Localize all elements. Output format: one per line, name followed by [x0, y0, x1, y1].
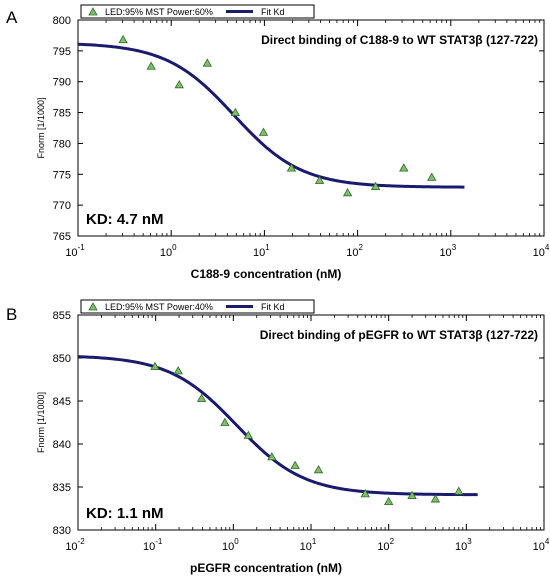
chart-title-b: Direct binding of pEGFR to WT STAT3β (12…	[260, 328, 538, 342]
y-tick-label-a: 780	[53, 138, 71, 150]
x-tick-exponent-b: 1	[312, 537, 317, 546]
legend-marker-icon-b	[88, 302, 98, 311]
data-point-a	[258, 127, 269, 136]
y-tick-label-a: 800	[53, 15, 71, 27]
x-tick-label-b: 101	[300, 537, 317, 553]
kd-annotation-b: KD: 1.1 nM	[86, 505, 164, 522]
data-point-b	[360, 489, 370, 498]
data-point-b	[150, 361, 160, 370]
x-axis-title-b: pEGFR concentration (nM)	[190, 561, 342, 575]
x-tick-exponent-b: 3	[467, 537, 472, 546]
fit-curve-b	[77, 355, 478, 497]
data-point-a	[146, 61, 156, 70]
x-tick-label-b: 104	[533, 537, 550, 553]
panel-label-a: A	[6, 8, 18, 27]
y-tick-label-a: 765	[53, 231, 71, 243]
legend-label-fit-b: Fit Kd	[261, 302, 285, 312]
legend-label-points-a: LED:95% MST Power:60%	[105, 7, 213, 17]
y-tick-label-a: 775	[53, 169, 71, 181]
x-tick-label-a: 103	[439, 243, 456, 259]
y-axis-title-b: Fnorm [1/1000]	[36, 392, 46, 453]
data-point-b	[430, 494, 441, 503]
x-tick-exponent-a: 0	[172, 243, 177, 252]
data-point-a	[314, 175, 325, 184]
x-tick-exponent-a: 3	[452, 243, 457, 252]
chart-panel-a: A 765 770 775 780 785 790 795 800 10-1 100 101 102 1…	[6, 4, 550, 281]
data-point-a	[399, 163, 409, 172]
data-point-b	[313, 464, 324, 474]
panel-label-b: B	[6, 305, 18, 324]
data-point-a	[118, 34, 128, 44]
data-point-b	[243, 430, 254, 439]
y-tick-label-b: 850	[53, 353, 71, 365]
kd-annotation-a: KD: 4.7 nM	[86, 211, 164, 228]
x-tick-exponent-a: 4	[545, 243, 550, 252]
data-point-a	[286, 163, 297, 172]
chart-panel-b: B 830 835 840 845 850 855 10-2 10-1 100 101 102 103…	[0, 288, 550, 576]
data-point-b	[173, 366, 183, 375]
data-point-b	[454, 486, 464, 495]
y-tick-label-b: 835	[53, 482, 71, 494]
y-axis-title-a: Fnorm [1/1000]	[36, 97, 46, 158]
x-tick-label-a: 104	[533, 243, 550, 259]
legend-label-points-b: LED:95% MST Power:40%	[105, 302, 213, 312]
y-tick-label-a: 785	[53, 108, 71, 120]
y-tick-label-b: 840	[53, 439, 71, 451]
x-tick-label-b: 100	[222, 537, 239, 553]
x-tick-exponent-b: 4	[545, 537, 550, 546]
x-tick-label-a: 100	[160, 243, 177, 259]
y-tick-label-b: 845	[53, 396, 71, 408]
chart-title-a: Direct binding of C188-9 to WT STAT3β (1…	[261, 33, 538, 47]
legend-marker-icon-a	[88, 7, 98, 16]
y-tick-label-b: 830	[53, 525, 71, 537]
legend-box-b	[80, 299, 315, 314]
x-tick-exponent-a: 1	[265, 243, 270, 252]
data-point-a	[202, 58, 212, 67]
legend-label-fit-a: Fit Kd	[261, 7, 285, 17]
y-tick-label-a: 795	[53, 46, 71, 58]
x-tick-exponent-b: 0	[234, 537, 239, 546]
x-tick-label-a: 101	[253, 243, 270, 259]
data-point-a	[342, 187, 353, 197]
data-point-b	[196, 393, 207, 402]
y-tick-label-a: 790	[53, 77, 71, 89]
y-tick-label-b: 855	[53, 310, 71, 322]
data-point-a	[370, 181, 381, 191]
y-tick-label-a: 770	[53, 200, 71, 212]
x-axis-title-a: C188-9 concentration (nM)	[191, 267, 342, 281]
data-point-a	[427, 172, 437, 181]
data-point-b	[290, 460, 300, 469]
data-point-b	[383, 496, 394, 506]
x-tick-exponent-b: -1	[155, 537, 163, 546]
data-point-a	[174, 79, 184, 89]
x-tick-exponent-a: -1	[78, 243, 86, 252]
fit-curve-a	[77, 42, 465, 189]
plot-frame-a	[77, 19, 545, 237]
x-tick-exponent-a: 2	[358, 243, 363, 252]
x-tick-exponent-b: -2	[78, 537, 86, 546]
x-tick-label-a: 10-1	[65, 243, 85, 259]
x-tick-exponent-b: 2	[390, 537, 395, 546]
data-point-b	[220, 417, 230, 426]
data-point-b	[407, 490, 417, 500]
legend-box-a	[80, 4, 315, 19]
x-tick-label-b: 102	[377, 537, 394, 553]
x-tick-label-b: 10-2	[65, 537, 85, 553]
plot-frame-b	[77, 314, 545, 531]
data-point-b	[267, 452, 277, 461]
x-tick-label-b: 103	[455, 537, 472, 553]
x-tick-label-b: 10-1	[143, 537, 163, 553]
data-point-a	[230, 107, 241, 116]
x-tick-label-a: 102	[346, 243, 363, 259]
